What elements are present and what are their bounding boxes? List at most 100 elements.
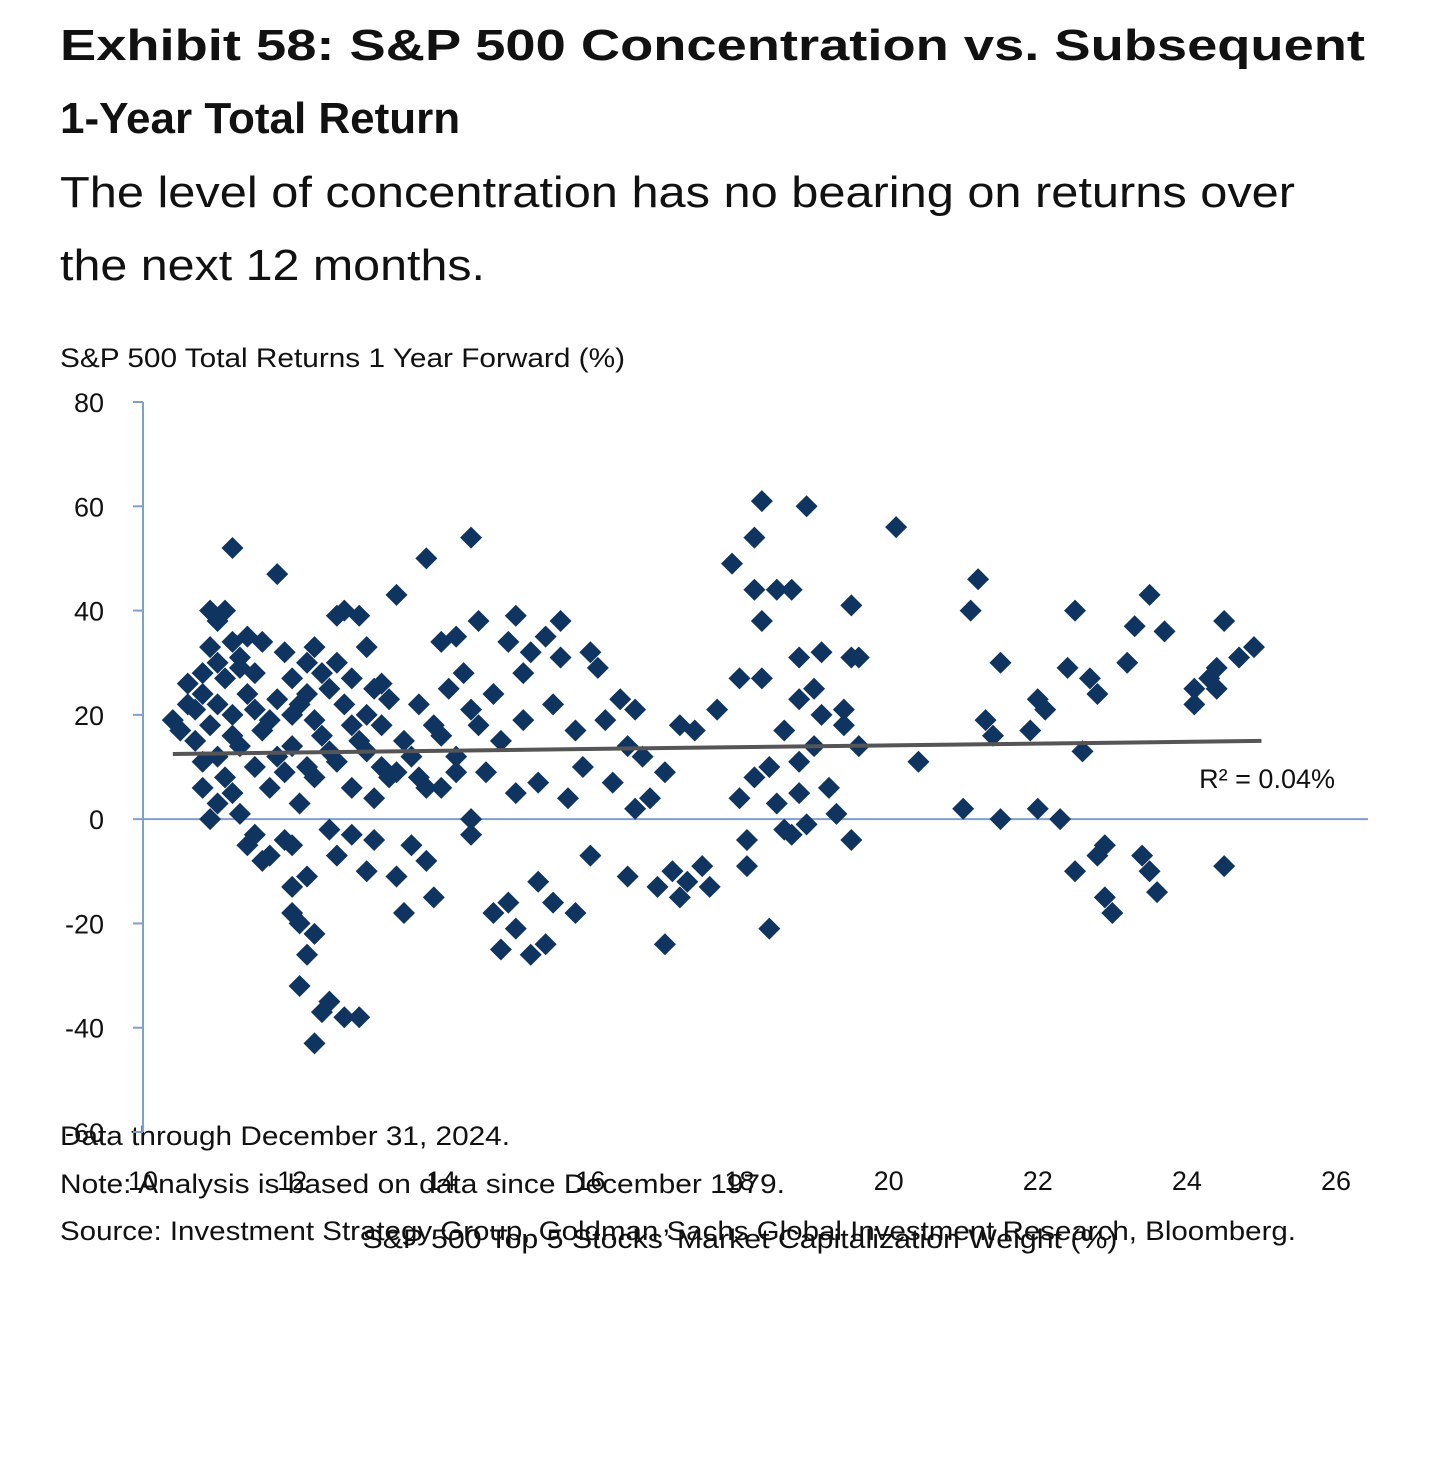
point	[1093, 886, 1116, 909]
trendline	[172, 738, 1262, 756]
point	[989, 808, 1012, 831]
point	[504, 604, 527, 627]
point	[214, 599, 237, 622]
point	[288, 912, 311, 935]
point	[445, 625, 468, 648]
point	[534, 933, 557, 956]
point	[1064, 860, 1087, 883]
point	[676, 870, 699, 893]
point	[579, 844, 602, 867]
point	[1064, 599, 1087, 622]
point	[392, 902, 415, 924]
point	[832, 698, 855, 721]
point	[1056, 656, 1079, 679]
y-tick-label: 80	[74, 388, 104, 418]
y-tick-label: 0	[89, 805, 104, 835]
point	[803, 677, 826, 700]
point	[236, 683, 259, 705]
point	[266, 688, 289, 711]
point	[564, 719, 587, 742]
point	[519, 641, 542, 664]
point	[296, 756, 319, 778]
point	[325, 844, 348, 867]
point	[795, 813, 818, 836]
point	[609, 688, 632, 711]
point	[795, 495, 818, 518]
point	[691, 855, 714, 878]
point	[467, 714, 490, 737]
point	[303, 1032, 326, 1055]
point	[273, 761, 296, 784]
point	[1049, 808, 1072, 831]
point	[1183, 693, 1206, 716]
point	[221, 782, 244, 805]
point	[169, 719, 192, 742]
point	[199, 808, 222, 831]
point	[698, 875, 721, 898]
point	[348, 1006, 371, 1029]
point	[199, 714, 222, 737]
point	[982, 724, 1005, 747]
point	[668, 886, 691, 909]
point	[1078, 667, 1101, 690]
point	[236, 834, 259, 857]
point	[773, 719, 796, 742]
point	[825, 802, 848, 825]
point	[191, 776, 214, 799]
x-tick-label: 16	[575, 1166, 605, 1196]
point	[810, 641, 833, 664]
point	[281, 834, 304, 857]
point	[512, 662, 535, 685]
point	[571, 756, 594, 778]
x-tick-label: 22	[1023, 1166, 1053, 1196]
point	[296, 651, 319, 674]
point	[616, 865, 639, 888]
point	[340, 714, 363, 737]
point	[303, 922, 326, 945]
point	[281, 875, 304, 898]
point	[631, 745, 654, 768]
point	[318, 677, 341, 700]
point	[840, 829, 863, 851]
chart-title: 1-Year Total Return	[60, 94, 460, 143]
point	[989, 651, 1012, 674]
point	[221, 724, 244, 747]
point	[735, 829, 758, 851]
y-tick-label: -20	[65, 909, 104, 939]
point	[467, 610, 490, 632]
point	[310, 724, 333, 747]
point	[534, 625, 557, 648]
point	[184, 729, 207, 752]
point	[542, 891, 565, 914]
point	[258, 776, 281, 799]
point	[765, 578, 788, 601]
point	[549, 610, 572, 632]
point	[310, 662, 333, 685]
point	[601, 771, 624, 794]
point	[1034, 698, 1057, 721]
point	[750, 490, 773, 513]
point	[1228, 646, 1251, 669]
point	[1213, 610, 1236, 632]
x-tick-label: 12	[277, 1166, 307, 1196]
point	[243, 756, 266, 778]
point	[750, 610, 773, 632]
point	[258, 709, 281, 732]
point	[661, 860, 684, 883]
point	[497, 630, 520, 653]
point	[743, 526, 766, 549]
point	[288, 792, 311, 815]
point	[885, 516, 908, 539]
point	[325, 750, 348, 773]
point	[228, 646, 251, 669]
point	[296, 943, 319, 966]
point	[624, 797, 647, 820]
point	[1242, 636, 1265, 659]
point	[765, 792, 788, 815]
point	[460, 823, 483, 846]
point	[236, 625, 259, 648]
point	[542, 693, 565, 716]
point	[206, 651, 229, 674]
point	[639, 787, 662, 810]
point	[735, 855, 758, 878]
